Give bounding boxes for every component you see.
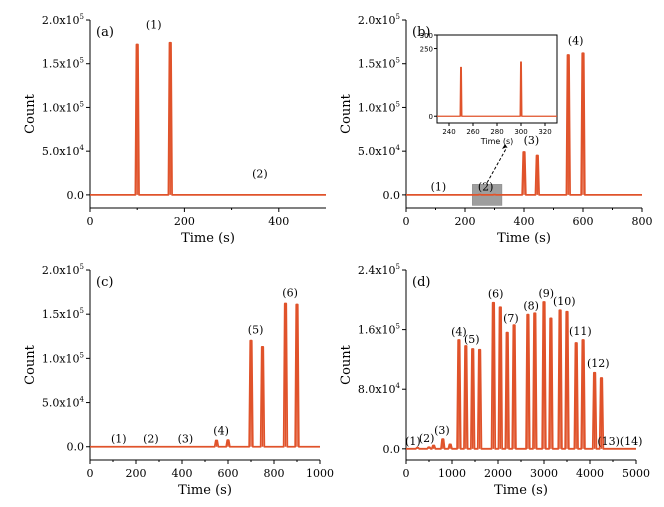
panel-c: 0 200 400 600 800 1000 0.0 5.0x104 1.0x105 1.5x10… xyxy=(23,263,334,498)
y-tick-label: 5.0x104 xyxy=(358,144,401,158)
peak-annotation: (11) xyxy=(569,325,592,338)
panel-d: 0 1000 2000 3000 4000 5000 0.0 8.0x104 1.6x105 2.… xyxy=(339,263,650,498)
peak-annotation: (12) xyxy=(587,357,610,370)
y-tick-label: 8.0x104 xyxy=(358,382,401,396)
peak-annotation: (4) xyxy=(213,424,229,437)
x-tick-label: 2000 xyxy=(484,467,512,480)
panel-label: (a) xyxy=(96,25,114,40)
y-tick-label: 0.0 xyxy=(67,189,85,202)
x-axis-label: Time (s) xyxy=(494,483,548,498)
x-tick-label: 200 xyxy=(174,215,195,228)
inset-y-tick-label: 0 xyxy=(429,113,433,121)
x-tick-label: 800 xyxy=(264,467,285,480)
peak-annotation: (2) xyxy=(252,167,268,180)
inset-x-tick-label: 260 xyxy=(466,128,479,136)
x-tick-label: 600 xyxy=(573,215,594,228)
peak-annotation: (1) xyxy=(146,19,162,32)
x-tick-label: 1000 xyxy=(306,467,334,480)
inset-arrow-head xyxy=(502,144,507,149)
y-tick-label: 1.5x105 xyxy=(42,307,84,321)
x-tick-label: 600 xyxy=(218,467,239,480)
panel-a: 0 200 400 0.0 5.0x104 1.0x105 1.5x105 2.0x105 Ti… xyxy=(23,13,326,246)
y-tick-label: 0.0 xyxy=(383,189,401,202)
peak-annotation: (4) xyxy=(451,326,467,339)
x-tick-label: 5000 xyxy=(622,467,650,480)
peak-annotation: (6) xyxy=(488,288,504,301)
peak-annotation: (7) xyxy=(503,312,519,325)
y-tick-label: 1.6x105 xyxy=(358,323,400,337)
peak-annotation: (9) xyxy=(539,287,555,300)
peak-annotation: (1) xyxy=(431,181,447,194)
inset-x-tick-label: 300 xyxy=(514,128,527,136)
x-tick-label: 200 xyxy=(455,215,476,228)
peak-annotation: (4) xyxy=(568,34,584,47)
x-axis-label: Time (s) xyxy=(181,231,235,246)
y-tick-label: 2.0x105 xyxy=(42,13,84,27)
y-tick-label: 1.5x105 xyxy=(358,57,400,71)
inset-frame xyxy=(436,34,558,124)
inset-x-axis-label: Time (s) xyxy=(480,137,514,146)
y-tick-label: 5.0x104 xyxy=(42,144,85,158)
x-axis-label: Time (s) xyxy=(497,231,551,246)
y-tick-label: 1.5x105 xyxy=(42,57,84,71)
x-tick-label: 4000 xyxy=(576,467,604,480)
x-tick-label: 0 xyxy=(403,215,410,228)
peak-annotation: (1) xyxy=(405,435,421,448)
y-tick-label: 1.0x105 xyxy=(42,100,84,114)
peak-annotation: (3) xyxy=(434,424,450,437)
peak-annotation: (8) xyxy=(523,299,539,312)
x-tick-label: 0 xyxy=(403,467,410,480)
peak-annotation: (1) xyxy=(111,432,127,445)
series-line xyxy=(406,52,642,196)
inset-x-tick-label: 280 xyxy=(490,128,503,136)
peak-annotation: (3) xyxy=(524,134,540,147)
panel-label: (c) xyxy=(96,275,113,290)
y-tick-label: 2.4x105 xyxy=(358,263,400,277)
peak-annotation: (5) xyxy=(248,324,264,337)
y-axis-label: Count xyxy=(339,344,354,385)
x-tick-label: 1000 xyxy=(438,467,466,480)
inset-series-line xyxy=(437,61,557,117)
peak-annotation: (5) xyxy=(464,333,480,346)
x-tick-label: 800 xyxy=(632,215,653,228)
x-axis-label: Time (s) xyxy=(178,483,232,498)
y-tick-label: 2.0x105 xyxy=(42,263,84,277)
y-axis-label: Count xyxy=(23,93,38,134)
y-tick-label: 2.0x105 xyxy=(358,13,400,27)
y-tick-label: 0.0 xyxy=(383,443,401,456)
y-tick-label: 0.0 xyxy=(67,441,85,454)
peak-annotation: (10) xyxy=(553,295,576,308)
y-axis-label: Count xyxy=(23,344,38,385)
x-tick-label: 0 xyxy=(87,215,94,228)
y-axis-label: Count xyxy=(339,93,354,134)
series-line xyxy=(90,302,320,448)
inset-x-tick-label: 320 xyxy=(538,128,551,136)
x-tick-label: 400 xyxy=(172,467,193,480)
x-tick-label: 400 xyxy=(268,215,289,228)
inset-arrow xyxy=(486,146,508,183)
x-tick-label: 200 xyxy=(126,467,147,480)
peak-annotation: (6) xyxy=(282,287,298,300)
inset-x-tick-label: 240 xyxy=(442,128,455,136)
x-tick-label: 0 xyxy=(87,467,94,480)
peak-annotation: (2) xyxy=(143,432,159,445)
inset-y-tick-label: 250 xyxy=(420,46,433,54)
peak-annotation: (13)(14) xyxy=(597,435,642,448)
panel-b: 0 200 400 600 800 0.0 5.0x104 1.0x105 1.5x105 2.0… xyxy=(339,13,653,246)
x-tick-label: 3000 xyxy=(530,467,558,480)
panel-label: (d) xyxy=(412,275,430,290)
peak-annotation: (3) xyxy=(178,432,194,445)
peak-annotation: (2) xyxy=(419,432,435,445)
series-line xyxy=(90,41,326,196)
x-tick-label: 400 xyxy=(514,215,535,228)
y-tick-label: 1.0x105 xyxy=(42,351,84,365)
panel-label: (b) xyxy=(412,25,430,40)
inset-y-tick-label: 300 xyxy=(420,32,433,40)
peak-annotation: (2) xyxy=(478,181,494,194)
y-tick-label: 1.0x105 xyxy=(358,100,400,114)
y-tick-label: 5.0x104 xyxy=(42,396,85,410)
